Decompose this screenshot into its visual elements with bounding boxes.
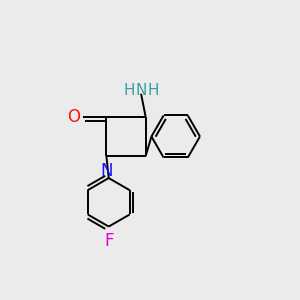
Text: F: F	[104, 232, 113, 250]
Text: H: H	[148, 83, 159, 98]
Text: N: N	[100, 162, 112, 180]
Text: H: H	[124, 83, 135, 98]
Text: O: O	[68, 108, 80, 126]
Text: N: N	[135, 83, 147, 98]
